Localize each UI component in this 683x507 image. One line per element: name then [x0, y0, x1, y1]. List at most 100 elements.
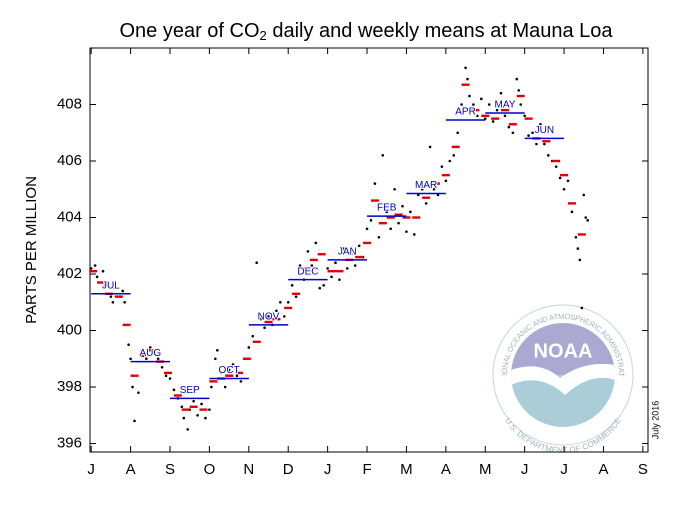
- daily-point: [420, 187, 424, 191]
- daily-point: [511, 131, 515, 135]
- daily-point: [578, 258, 582, 262]
- month-label: MAY: [494, 100, 515, 111]
- daily-point: [152, 351, 156, 355]
- daily-point: [401, 204, 404, 208]
- daily-point: [223, 385, 227, 389]
- daily-point: [192, 399, 195, 403]
- y-tick-label: 406: [57, 152, 82, 169]
- daily-point: [334, 261, 337, 265]
- month-label: AUG: [139, 348, 161, 359]
- daily-point: [259, 317, 262, 321]
- daily-point: [554, 165, 558, 168]
- title-part: daily and weekly means at Mauna Loa: [267, 20, 614, 42]
- daily-point: [476, 114, 479, 118]
- daily-point: [503, 114, 507, 118]
- daily-point: [298, 264, 302, 267]
- daily-point: [519, 103, 523, 106]
- weekly-mean: [422, 196, 431, 199]
- daily-point: [214, 357, 217, 361]
- month-label: OCT: [219, 365, 240, 376]
- daily-point: [353, 264, 357, 267]
- daily-point: [239, 380, 243, 383]
- weekly-mean: [181, 408, 190, 411]
- title-part: One year of CO: [119, 20, 259, 42]
- x-tick-label: S: [638, 461, 648, 478]
- daily-point: [580, 306, 584, 310]
- daily-point: [466, 77, 469, 81]
- x-tick-label: F: [362, 461, 371, 478]
- logo-bird: [511, 363, 615, 395]
- daily-point: [468, 94, 471, 98]
- weekly-mean: [577, 233, 586, 236]
- daily-point: [507, 125, 511, 129]
- month-label: DEC: [297, 266, 318, 277]
- daily-point: [539, 122, 542, 126]
- daily-point: [397, 221, 400, 225]
- daily-point: [432, 187, 436, 191]
- weekly-mean: [140, 354, 149, 358]
- x-tick-label: S: [165, 461, 175, 478]
- daily-point: [113, 286, 117, 290]
- daily-point: [456, 131, 459, 135]
- daily-point: [480, 97, 483, 101]
- weekly-mean: [524, 117, 533, 120]
- weekly-mean: [234, 371, 243, 375]
- daily-point: [219, 371, 223, 375]
- daily-point: [101, 269, 105, 273]
- daily-point: [314, 241, 318, 245]
- daily-point: [342, 247, 345, 250]
- weekly-mean: [114, 295, 123, 298]
- daily-point: [322, 284, 325, 287]
- daily-point: [405, 230, 408, 233]
- y-tick-label: 398: [57, 378, 82, 395]
- daily-point: [416, 193, 420, 197]
- daily-point: [133, 419, 136, 423]
- weekly-mean: [317, 253, 326, 256]
- daily-point: [210, 385, 213, 389]
- y-tick-label: 400: [57, 321, 82, 338]
- daily-point: [204, 416, 207, 420]
- weekly-mean: [560, 173, 569, 177]
- daily-point: [393, 187, 396, 191]
- daily-point: [275, 309, 278, 313]
- weekly-mean: [272, 318, 281, 321]
- daily-point: [531, 131, 534, 135]
- x-tick-label: A: [126, 461, 136, 478]
- daily-point: [227, 368, 231, 372]
- daily-point: [515, 77, 519, 81]
- daily-point: [377, 235, 381, 239]
- daily-point: [111, 300, 115, 304]
- daily-point: [279, 300, 282, 304]
- x-tick-label: N: [243, 461, 254, 478]
- x-tick-label: J: [560, 461, 568, 478]
- weekly-mean: [252, 340, 261, 344]
- weekly-mean: [292, 292, 301, 295]
- daily-point: [208, 408, 211, 411]
- weekly-mean: [402, 216, 411, 219]
- weekly-mean: [355, 255, 364, 259]
- weekly-mean: [516, 94, 525, 98]
- daily-point: [290, 284, 294, 287]
- daily-point: [346, 267, 349, 270]
- daily-point: [440, 165, 444, 168]
- daily-point: [535, 142, 538, 146]
- daily-point: [156, 357, 160, 361]
- daily-point: [141, 351, 144, 355]
- weekly-mean: [199, 408, 208, 411]
- daily-point: [182, 416, 186, 420]
- daily-point: [196, 413, 199, 417]
- daily-point: [483, 117, 487, 120]
- daily-point: [231, 363, 235, 366]
- daily-point: [566, 179, 570, 183]
- annotation: July 2016: [650, 401, 660, 440]
- x-tick-label: A: [598, 461, 608, 478]
- y-tick-label: 396: [57, 434, 82, 451]
- daily-point: [123, 300, 126, 304]
- x-tick-label: D: [283, 461, 294, 478]
- daily-point: [129, 357, 132, 361]
- x-tick-label: J: [87, 461, 95, 478]
- month-label: JAN: [338, 247, 357, 258]
- daily-point: [547, 154, 550, 157]
- daily-point: [306, 250, 310, 253]
- daily-point: [251, 334, 255, 338]
